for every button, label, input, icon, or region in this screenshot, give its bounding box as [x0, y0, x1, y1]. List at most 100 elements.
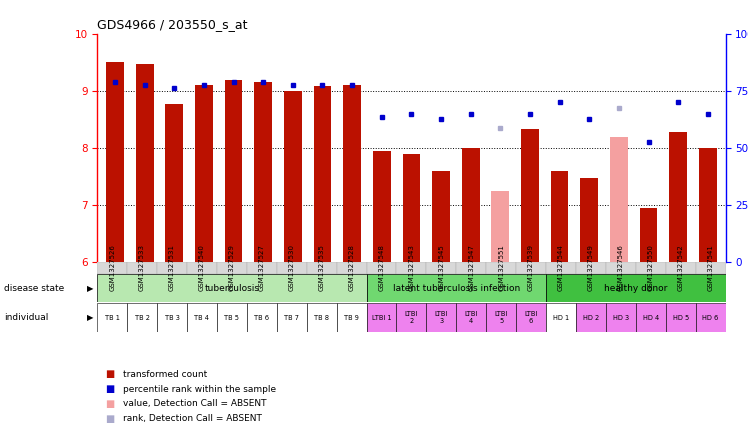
Bar: [127, 262, 157, 274]
Text: rank, Detection Call = ABSENT: rank, Detection Call = ABSENT: [123, 414, 263, 423]
Text: tuberculosis: tuberculosis: [204, 283, 260, 293]
Text: HD 2: HD 2: [583, 315, 599, 321]
Text: TB 4: TB 4: [194, 315, 209, 321]
Bar: [367, 274, 546, 302]
Text: HD 3: HD 3: [613, 315, 629, 321]
Text: GSM1327530: GSM1327530: [289, 244, 295, 291]
Bar: [217, 262, 247, 274]
Bar: [636, 262, 666, 274]
Bar: [284, 91, 301, 262]
Bar: [136, 63, 153, 262]
Bar: [97, 262, 127, 274]
Text: ▶: ▶: [87, 283, 94, 293]
Text: TB 7: TB 7: [284, 315, 299, 321]
Bar: [106, 62, 124, 262]
Bar: [195, 85, 213, 262]
Bar: [396, 262, 426, 274]
Text: GSM1327527: GSM1327527: [259, 244, 265, 291]
Bar: [426, 262, 456, 274]
Bar: [521, 129, 539, 262]
Bar: [699, 148, 717, 262]
Bar: [640, 208, 657, 262]
Text: GSM1327543: GSM1327543: [408, 244, 414, 291]
Bar: [343, 85, 361, 262]
Text: LTBI
3: LTBI 3: [435, 311, 448, 324]
Bar: [277, 262, 307, 274]
Text: ■: ■: [105, 414, 114, 423]
Text: GSM1327546: GSM1327546: [618, 244, 624, 291]
Text: GSM1327542: GSM1327542: [678, 244, 684, 291]
Bar: [576, 303, 606, 332]
Text: GSM1327550: GSM1327550: [648, 244, 654, 291]
Bar: [456, 303, 486, 332]
Bar: [396, 303, 426, 332]
Text: LTBI
4: LTBI 4: [465, 311, 478, 324]
Text: LTBI
6: LTBI 6: [524, 311, 538, 324]
Text: LTBI
5: LTBI 5: [494, 311, 508, 324]
Bar: [247, 262, 277, 274]
Bar: [491, 191, 509, 262]
Text: GSM1327531: GSM1327531: [169, 244, 175, 291]
Bar: [666, 303, 696, 332]
Text: GSM1327551: GSM1327551: [498, 244, 504, 291]
Text: LTBI
2: LTBI 2: [405, 311, 418, 324]
Text: TB 3: TB 3: [165, 315, 180, 321]
Bar: [551, 171, 568, 262]
Bar: [373, 151, 390, 262]
Bar: [367, 262, 396, 274]
Bar: [187, 303, 217, 332]
Text: GSM1327539: GSM1327539: [528, 244, 534, 291]
Bar: [224, 80, 242, 262]
Bar: [247, 303, 277, 332]
Bar: [486, 303, 516, 332]
Text: GSM1327535: GSM1327535: [319, 244, 325, 291]
Text: GSM1327545: GSM1327545: [438, 244, 444, 291]
Text: GSM1327540: GSM1327540: [199, 244, 205, 291]
Bar: [610, 137, 628, 262]
Text: healthy donor: healthy donor: [604, 283, 667, 293]
Text: HD 6: HD 6: [702, 315, 719, 321]
Text: latent tuberculosis infection: latent tuberculosis infection: [393, 283, 520, 293]
Bar: [337, 262, 367, 274]
Bar: [277, 303, 307, 332]
Bar: [516, 262, 546, 274]
Bar: [187, 262, 217, 274]
Text: percentile rank within the sample: percentile rank within the sample: [123, 385, 277, 394]
Text: value, Detection Call = ABSENT: value, Detection Call = ABSENT: [123, 399, 267, 409]
Bar: [337, 303, 367, 332]
Bar: [217, 303, 247, 332]
Text: GSM1327547: GSM1327547: [468, 244, 474, 291]
Bar: [636, 303, 666, 332]
Bar: [462, 148, 479, 262]
Bar: [307, 262, 337, 274]
Text: GSM1327541: GSM1327541: [708, 244, 714, 291]
Bar: [669, 132, 687, 262]
Text: TB 9: TB 9: [344, 315, 359, 321]
Bar: [432, 171, 450, 262]
Text: TB 5: TB 5: [224, 315, 239, 321]
Bar: [367, 303, 396, 332]
Bar: [606, 303, 636, 332]
Text: GSM1327548: GSM1327548: [378, 244, 384, 291]
Text: ▶: ▶: [87, 313, 94, 322]
Text: LTBI 1: LTBI 1: [372, 315, 391, 321]
Text: TB 2: TB 2: [135, 315, 150, 321]
Bar: [516, 303, 546, 332]
Text: GSM1327544: GSM1327544: [558, 244, 564, 291]
Bar: [97, 274, 367, 302]
Bar: [486, 262, 516, 274]
Text: HD 5: HD 5: [672, 315, 689, 321]
Bar: [127, 303, 157, 332]
Bar: [696, 262, 726, 274]
Bar: [580, 178, 598, 262]
Bar: [576, 262, 606, 274]
Text: transformed count: transformed count: [123, 370, 208, 379]
Text: HD 4: HD 4: [643, 315, 659, 321]
Text: ■: ■: [105, 369, 114, 379]
Text: HD 1: HD 1: [553, 315, 569, 321]
Bar: [254, 82, 272, 262]
Text: GSM1327549: GSM1327549: [588, 244, 594, 291]
Bar: [165, 104, 183, 262]
Bar: [313, 86, 331, 262]
Bar: [666, 262, 696, 274]
